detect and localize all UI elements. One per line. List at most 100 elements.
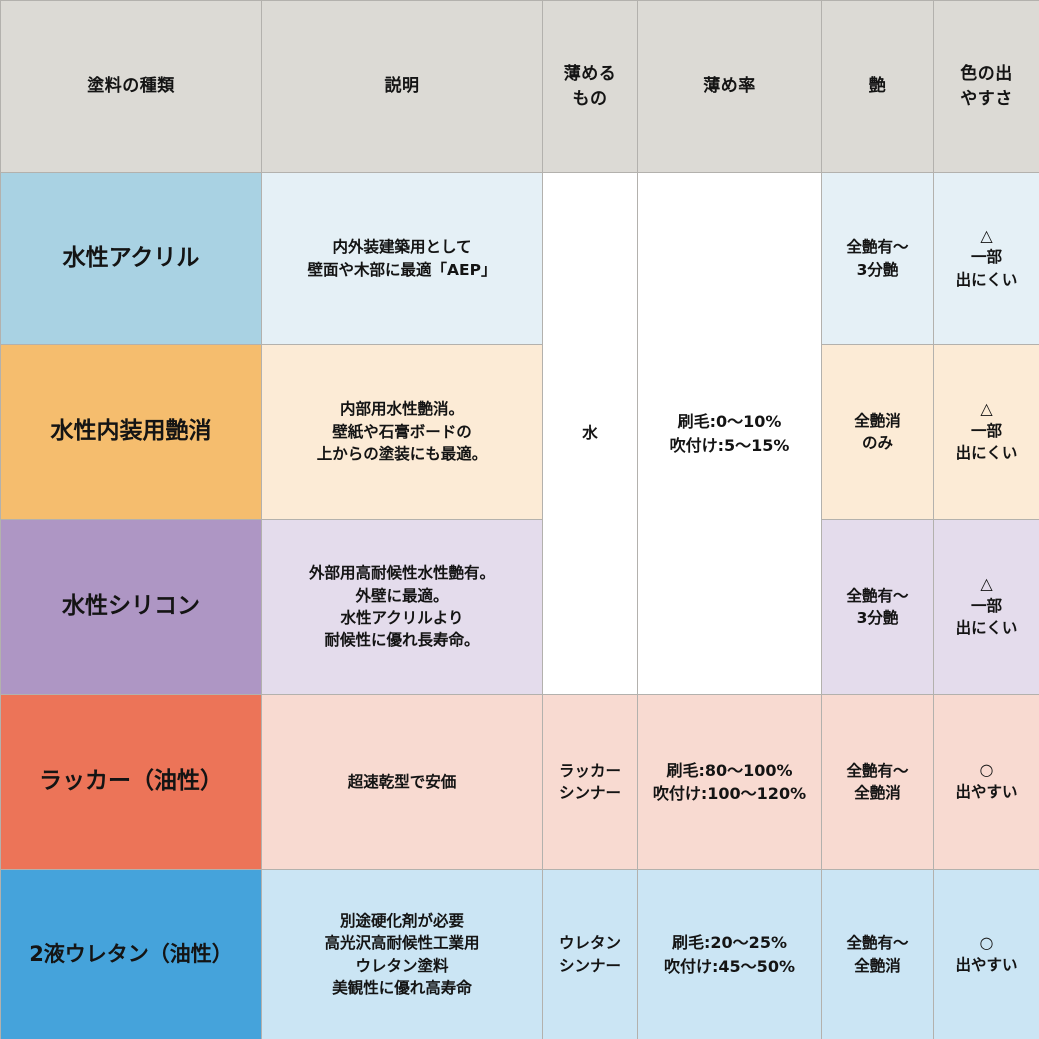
- cell-color-yield: △ 一部 出にくい: [933, 172, 1039, 345]
- color-yield-line: 一部: [970, 421, 1002, 440]
- gloss-line: 全艶消: [854, 784, 901, 802]
- cell-paint-type: 水性シリコン: [0, 519, 262, 695]
- color-yield-mark: ○: [979, 932, 994, 952]
- color-yield-mark: △: [980, 225, 993, 245]
- thinner-line: ウレタン: [558, 934, 621, 953]
- cell-thinner: ウレタン シンナー: [542, 869, 638, 1039]
- color-yield-line: 出やすい: [955, 955, 1018, 974]
- cell-color-yield: △ 一部 出にくい: [933, 344, 1039, 520]
- column-header-thinner-label-line1: 薄める: [563, 63, 617, 84]
- description-line: 壁面や木部に最適「AEP」: [307, 260, 497, 279]
- cell-gloss: 全艶消 のみ: [821, 344, 934, 520]
- description-line: 内部用水性艶消。: [339, 400, 464, 419]
- color-yield-line: 出やすい: [955, 783, 1018, 802]
- gloss-line: 全艶消: [854, 956, 901, 975]
- color-yield-line: 出にくい: [955, 270, 1018, 289]
- color-yield-line: 出にくい: [955, 444, 1018, 463]
- cell-thinner: ラッカー シンナー: [542, 694, 638, 870]
- paint-type-label: 水性シリコン: [62, 593, 200, 620]
- paint-type-label: 水性アクリル: [62, 244, 200, 271]
- cell-dilution-rate: 刷毛:20〜25% 吹付け:45〜50%: [637, 869, 822, 1039]
- description-line: 外壁に最適。: [355, 586, 449, 605]
- paint-type-label: 2液ウレタン（油性）: [29, 942, 233, 967]
- thinner-line: ラッカー: [558, 761, 621, 780]
- cell-gloss: 全艶有〜 全艶消: [821, 869, 934, 1039]
- dilution-rate-brush: 刷毛:80〜100%: [666, 760, 793, 780]
- cell-dilution-rate-water-merged: 刷毛:0〜10% 吹付け:5〜15%: [637, 172, 822, 695]
- column-header-thinner-label-line2: もの: [572, 88, 608, 109]
- table-row: 水性アクリル 内外装建築用として 壁面や木部に最適「AEP」 水 刷毛:0〜10…: [0, 172, 1039, 695]
- paint-type-label: ラッカー（油性）: [39, 768, 223, 795]
- column-header-paint-type-label: 塗料の種類: [87, 76, 175, 97]
- header-row: 塗料の種類 説明 薄める もの 薄め率 艶 色の出 やすさ: [0, 0, 1039, 173]
- gloss-line: 全艶消: [854, 411, 901, 430]
- gloss-line: のみ: [861, 434, 893, 452]
- description-line: 超速乾型で安価: [347, 772, 457, 791]
- cell-description: 別途硬化剤が必要 高光沢高耐候性工業用 ウレタン塗料 美観性に優れ高寿命: [261, 869, 543, 1039]
- gloss-line: 全艶有〜: [846, 761, 909, 780]
- cell-gloss: 全艶有〜 3分艶: [821, 172, 934, 345]
- color-yield-mark: ○: [979, 760, 994, 780]
- column-header-color-yield: 色の出 やすさ: [933, 0, 1039, 173]
- cell-description: 内部用水性艶消。 壁紙や石膏ボードの 上からの塗装にも最適。: [261, 344, 543, 520]
- paint-type-label: 水性内装用艶消: [50, 418, 212, 445]
- column-header-dilution-rate-label: 薄め率: [703, 76, 756, 97]
- cell-color-yield: ○ 出やすい: [933, 869, 1039, 1039]
- table-row: ラッカー（油性） 超速乾型で安価 ラッカー シンナー 刷毛:80〜100% 吹付…: [0, 694, 1039, 870]
- column-header-paint-type: 塗料の種類: [0, 0, 262, 173]
- cell-paint-type: 水性内装用艶消: [0, 344, 262, 520]
- table-row: 2液ウレタン（油性） 別途硬化剤が必要 高光沢高耐候性工業用 ウレタン塗料 美観…: [0, 869, 1039, 1039]
- dilution-rate-spray: 吹付け:100〜120%: [652, 784, 807, 803]
- column-header-color-yield-label-line1: 色の出: [960, 63, 1013, 84]
- table-body: 水性アクリル 内外装建築用として 壁面や木部に最適「AEP」 水 刷毛:0〜10…: [0, 172, 1039, 1039]
- description-line: 壁紙や石膏ボードの: [332, 422, 472, 441]
- gloss-line: 全艶有〜: [846, 934, 909, 953]
- cell-description: 外部用高耐候性水性艶有。 外壁に最適。 水性アクリルより 耐候性に優れ長寿命。: [261, 519, 543, 695]
- table-header: 塗料の種類 説明 薄める もの 薄め率 艶 色の出 やすさ: [0, 0, 1039, 173]
- gloss-line: 全艶有〜: [846, 586, 909, 605]
- table-row: 水性内装用艶消 内部用水性艶消。 壁紙や石膏ボードの 上からの塗装にも最適。 全…: [0, 344, 1039, 520]
- color-yield-mark: △: [980, 574, 993, 594]
- gloss-line: 3分艶: [856, 260, 899, 279]
- dilution-rate-brush: 刷毛:20〜25%: [672, 933, 787, 953]
- color-yield-mark: △: [980, 399, 993, 419]
- table-row: 水性シリコン 外部用高耐候性水性艶有。 外壁に最適。 水性アクリルより 耐候性に…: [0, 519, 1039, 695]
- thinner-line: シンナー: [558, 956, 621, 975]
- dilution-rate-spray: 吹付け:5〜15%: [669, 435, 790, 455]
- description-line: 外部用高耐候性水性艶有。: [308, 564, 495, 583]
- description-line: 別途硬化剤が必要: [339, 911, 464, 930]
- column-header-color-yield-label-line2: やすさ: [960, 88, 1013, 109]
- description-line: 水性アクリルより: [340, 609, 464, 627]
- description-line: ウレタン塗料: [355, 956, 449, 975]
- gloss-line: 3分艶: [856, 609, 899, 627]
- dilution-rate-spray: 吹付け:45〜50%: [664, 956, 795, 976]
- column-header-gloss-label: 艶: [868, 76, 887, 97]
- description-line: 内外装建築用として: [332, 238, 472, 257]
- column-header-dilution-rate: 薄め率: [637, 0, 822, 173]
- description-line: 上からの塗装にも最適。: [316, 445, 488, 464]
- cell-color-yield: △ 一部 出にくい: [933, 519, 1039, 695]
- gloss-line: 全艶有〜: [846, 238, 909, 257]
- cell-color-yield: ○ 出やすい: [933, 694, 1039, 870]
- dilution-rate-brush: 刷毛:0〜10%: [677, 412, 782, 432]
- cell-paint-type: 2液ウレタン（油性）: [0, 869, 262, 1039]
- thinner-line: シンナー: [558, 784, 621, 802]
- cell-paint-type: ラッカー（油性）: [0, 694, 262, 870]
- cell-dilution-rate: 刷毛:80〜100% 吹付け:100〜120%: [637, 694, 822, 870]
- description-line: 耐候性に優れ長寿命。: [324, 631, 480, 650]
- column-header-thinner: 薄める もの: [542, 0, 638, 173]
- cell-paint-type: 水性アクリル: [0, 172, 262, 345]
- description-line: 美観性に優れ高寿命: [332, 978, 472, 997]
- column-header-gloss: 艶: [821, 0, 934, 173]
- column-header-description-label: 説明: [384, 76, 420, 97]
- cell-thinner-water-merged: 水: [542, 172, 638, 695]
- color-yield-line: 一部: [970, 596, 1002, 615]
- cell-gloss: 全艶有〜 全艶消: [821, 694, 934, 870]
- cell-description: 超速乾型で安価: [261, 694, 543, 870]
- color-yield-line: 出にくい: [955, 619, 1018, 638]
- column-header-description: 説明: [261, 0, 543, 173]
- description-line: 高光沢高耐候性工業用: [324, 934, 480, 953]
- thinner-label: 水: [582, 424, 598, 443]
